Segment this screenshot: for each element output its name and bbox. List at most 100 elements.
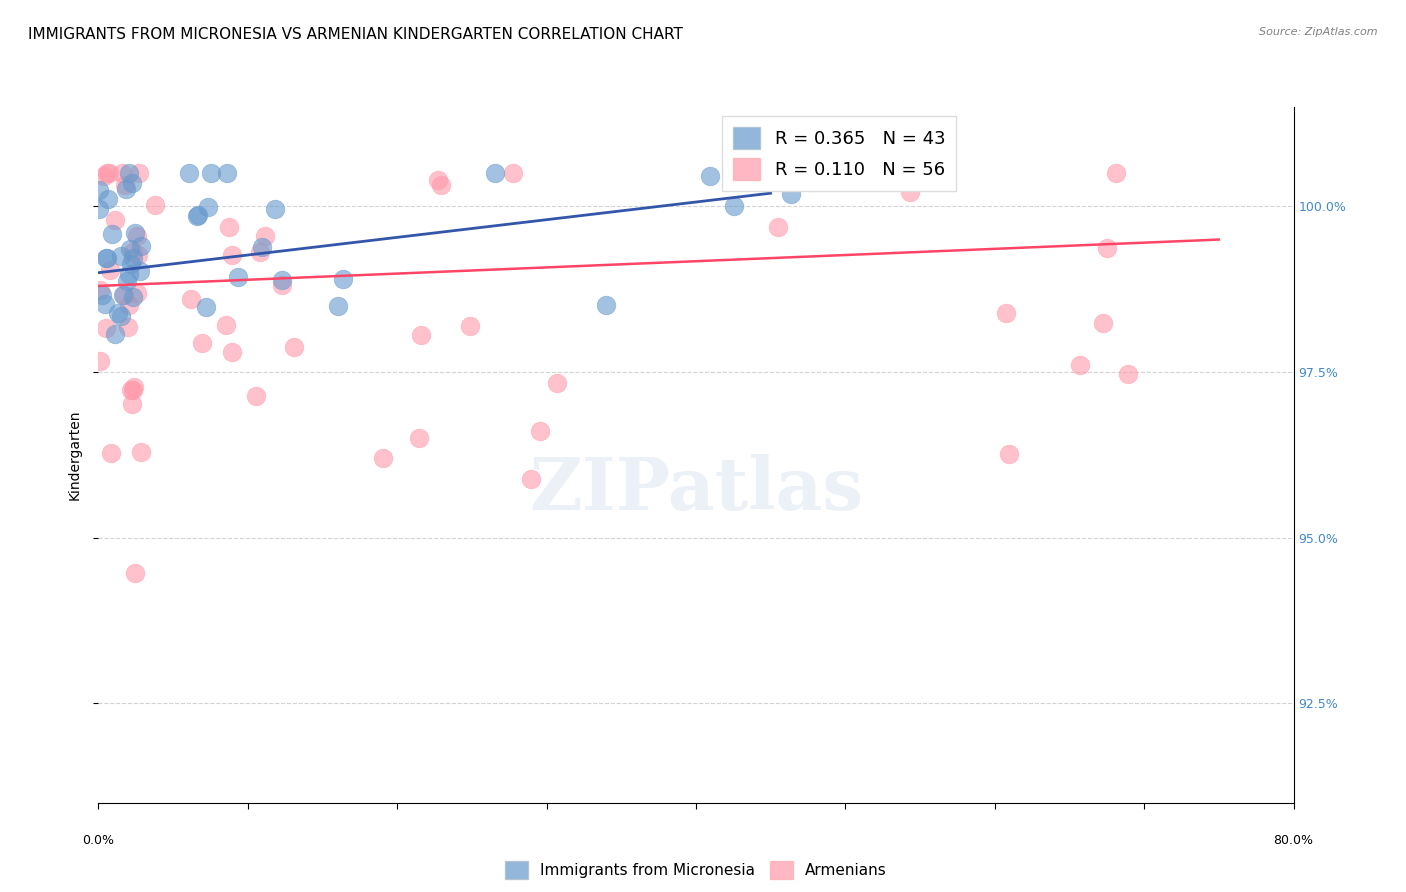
Point [484, 166, 506, 180]
Point [110, 249, 132, 263]
Point [250, 240, 273, 254]
Point [96, 166, 118, 180]
Point [87, 202, 110, 216]
Point [120, 383, 142, 397]
Point [723, 199, 745, 213]
Point [249, 244, 271, 259]
Text: IMMIGRANTS FROM MICRONESIA VS ARMENIAN KINDERGARTEN CORRELATION CHART: IMMIGRANTS FROM MICRONESIA VS ARMENIAN K… [28, 27, 683, 42]
Point [100, 446, 122, 460]
Point [898, 185, 921, 199]
Point [263, 202, 285, 217]
Point [994, 306, 1017, 320]
Point [200, 166, 222, 180]
Point [97, 192, 120, 206]
Point [122, 383, 145, 397]
Point [129, 239, 152, 253]
Point [270, 278, 292, 293]
Point [110, 310, 132, 324]
Point [89, 183, 111, 197]
Point [195, 301, 218, 315]
Point [124, 226, 146, 240]
Point [91, 288, 114, 302]
Point [218, 219, 240, 234]
Point [197, 201, 219, 215]
Point [997, 447, 1019, 461]
Text: ZIPatlas: ZIPatlas [529, 454, 863, 525]
Point [89, 283, 111, 297]
Point [1069, 359, 1091, 373]
Point [104, 213, 127, 227]
Point [128, 264, 150, 278]
Point [117, 267, 139, 281]
Point [96, 251, 118, 265]
Point [1105, 166, 1128, 180]
Point [124, 566, 146, 581]
Point [115, 274, 138, 288]
Text: 0.0%: 0.0% [83, 834, 114, 847]
Point [186, 209, 208, 223]
Point [118, 297, 141, 311]
Point [104, 326, 127, 341]
Point [98, 166, 121, 180]
Point [89, 354, 111, 368]
Text: 80.0%: 80.0% [1274, 834, 1313, 847]
Point [519, 473, 541, 487]
Point [122, 251, 145, 265]
Point [430, 178, 453, 192]
Point [191, 335, 214, 350]
Point [283, 340, 305, 354]
Point [458, 318, 481, 333]
Point [1095, 241, 1118, 255]
Point [98, 262, 121, 277]
Point [595, 298, 617, 312]
Point [253, 228, 276, 243]
Point [114, 178, 136, 193]
Point [112, 288, 135, 302]
Point [128, 166, 150, 180]
Point [332, 272, 354, 286]
Point [94, 297, 117, 311]
Point [115, 182, 138, 196]
Point [766, 219, 789, 234]
Point [125, 286, 148, 301]
Point [177, 166, 200, 180]
Point [408, 431, 430, 445]
Point [215, 318, 238, 332]
Point [117, 319, 139, 334]
Point [122, 380, 145, 394]
Legend: Immigrants from Micronesia, Armenians: Immigrants from Micronesia, Armenians [499, 855, 893, 886]
Point [94, 251, 117, 265]
Text: Source: ZipAtlas.com: Source: ZipAtlas.com [1260, 27, 1378, 37]
Point [371, 450, 394, 465]
Point [502, 166, 524, 180]
Point [217, 166, 239, 180]
Y-axis label: Kindergarten: Kindergarten [67, 409, 82, 500]
Point [546, 376, 568, 390]
Point [326, 299, 349, 313]
Point [129, 445, 152, 459]
Point [111, 287, 134, 301]
Point [245, 389, 267, 403]
Point [427, 172, 450, 186]
Point [100, 227, 122, 241]
Point [111, 166, 134, 180]
Point [121, 396, 143, 410]
Point [1116, 368, 1139, 382]
Point [180, 292, 202, 306]
Point [125, 228, 148, 243]
Point [221, 345, 243, 359]
Point [226, 270, 249, 285]
Point [409, 327, 432, 342]
Point [93, 169, 115, 184]
Point [118, 166, 141, 180]
Point [187, 208, 209, 222]
Point [121, 290, 143, 304]
Point [121, 176, 143, 190]
Point [127, 248, 149, 262]
Point [120, 242, 142, 256]
Point [107, 306, 129, 320]
Point [143, 198, 166, 212]
Point [96, 321, 118, 335]
Point [1092, 316, 1115, 330]
Point [780, 186, 803, 201]
